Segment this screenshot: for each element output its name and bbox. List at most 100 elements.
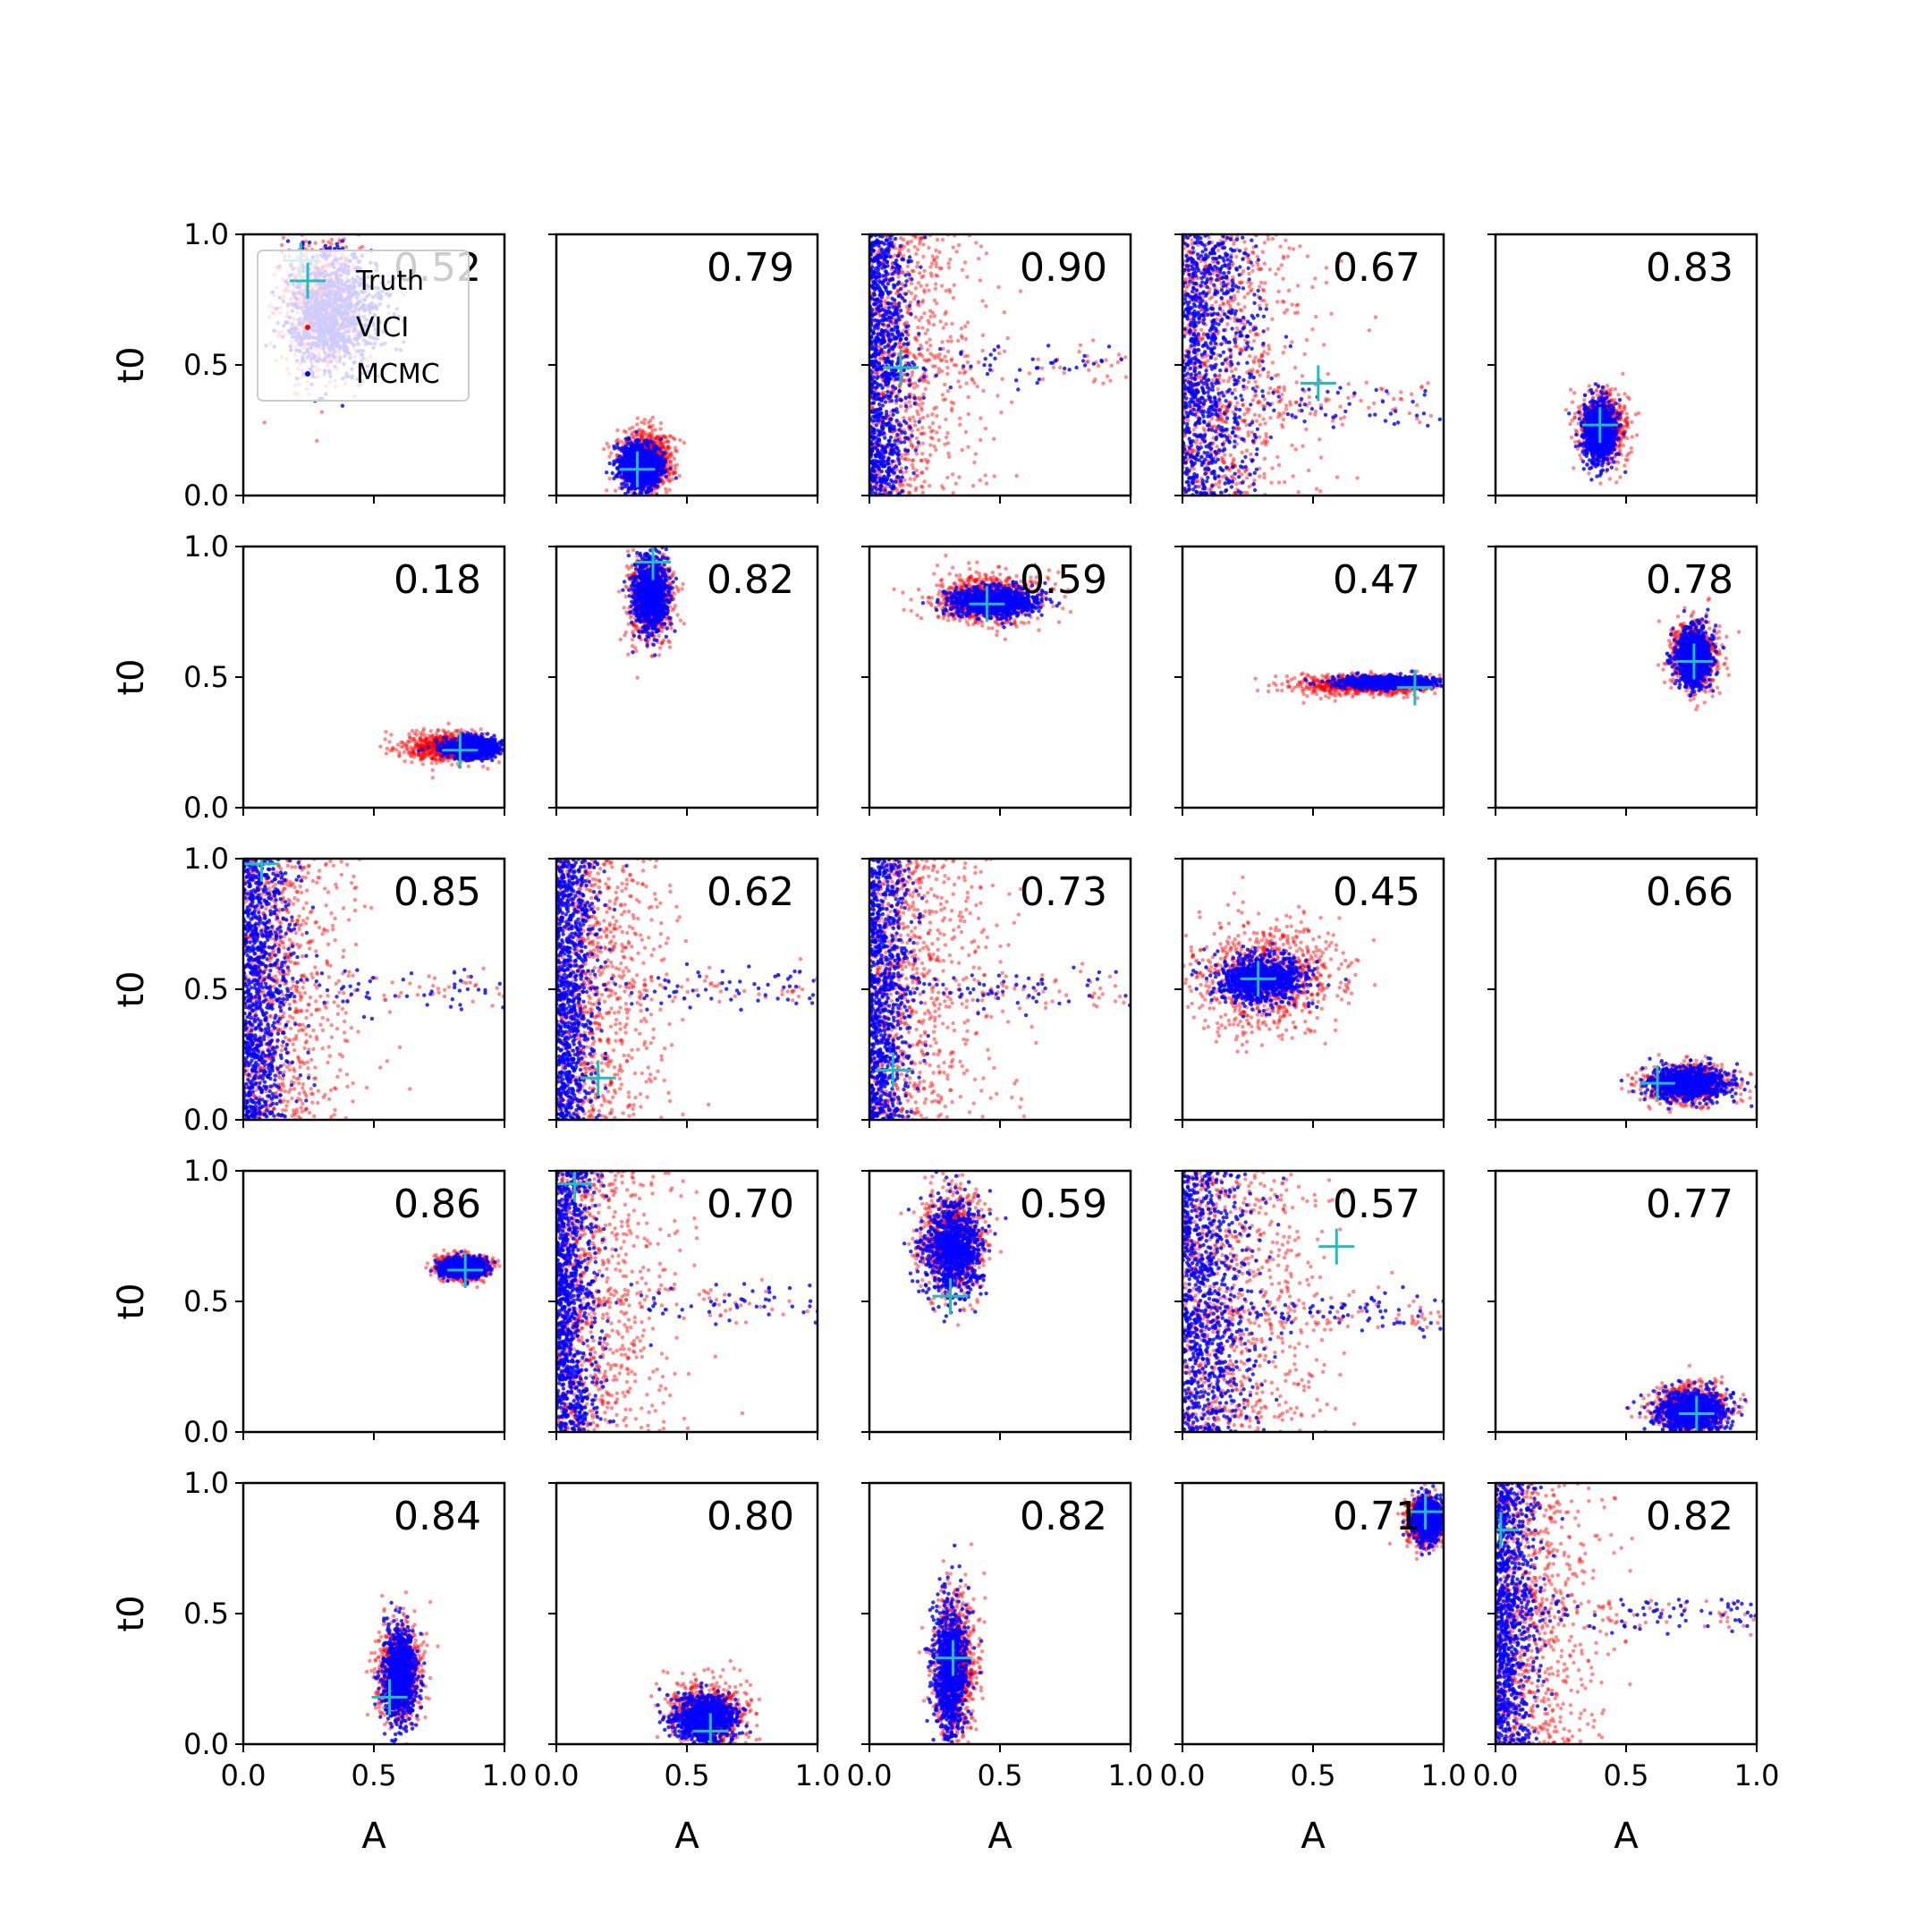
mcmc-series-point [910,444,914,448]
vici-series-point [662,463,666,468]
mcmc-series-point [956,379,961,384]
vici-series-point [634,429,639,435]
mcmc-series-point [920,353,925,359]
vici-series-point [992,348,996,352]
mcmc-series-point [959,326,964,331]
mcmc-series-point [605,488,609,493]
mcmc-series-point [922,431,927,436]
vici-series-point [664,474,668,479]
mcmc-series-point [623,441,628,445]
vici-series-point [1119,357,1124,362]
mcmc-series-point [906,307,911,312]
mcmc-series-point [653,436,657,441]
mcmc-series-point [937,266,943,271]
vici-series-point [605,470,609,475]
mcmc-series-point [938,319,943,324]
vici-series-point [891,305,895,309]
mcmc-series-point [920,298,926,303]
vici-series-point [883,436,887,440]
mcmc-series-point [922,290,927,294]
mcmc-series-point [1039,366,1045,370]
mcmc-series-point [934,273,938,277]
mcmc-series-point [930,261,935,266]
vici-series-point [873,278,878,283]
vici-series-point [620,445,624,450]
mcmc-series-point [672,470,676,476]
mcmc-series-point [637,432,641,437]
vici-series-point [898,470,902,474]
mcmc-series-point [945,359,949,364]
mcmc-series-point [648,425,653,429]
vici-series-point [340,403,345,408]
mcmc-series-point [919,458,924,462]
mcmc-series-point [933,364,937,369]
mcmc-series-point [966,445,970,449]
mcmc-series-point [919,343,923,348]
mcmc-series-point [911,415,916,419]
mcmc-series-point [883,299,887,303]
mcmc-series-point [677,473,682,479]
mcmc-series-point [919,408,925,412]
vici-series-point [993,356,997,360]
mcmc-series-point [954,363,959,368]
mcmc-series-point [913,488,918,493]
mcmc-series-point [1087,368,1091,372]
mcmc-series-point [926,318,930,323]
mcmc-series-point [904,470,909,474]
mcmc-series-point [932,406,936,411]
mcmc-series-point [647,436,652,440]
vici-series-point [626,489,631,495]
vici-series-point [894,361,900,366]
mcmc-series-point [950,409,954,413]
mcmc-series-point [954,250,959,254]
mcmc-series-point [928,425,932,429]
vici-series-point [904,279,909,284]
mcmc-series-point [667,434,672,438]
vici-series-point [632,487,637,491]
mcmc-series-point [631,434,636,439]
mcmc-series-point [647,431,652,436]
mcmc-series-point [882,350,886,355]
mcmc-series-point [949,358,953,363]
mcmc-series-point [877,313,882,318]
mcmc-series-point [920,485,925,489]
vici-series-point [626,436,631,441]
mcmc-series-point [667,445,672,450]
mcmc-series-point [984,481,989,486]
mcmc-series-point [667,453,673,457]
mcmc-series-point [914,338,919,343]
y-tick-label: 0.0 [183,479,229,513]
mcmc-series-point [640,429,645,434]
mcmc-series-point [667,471,672,477]
vici-series-point [645,456,649,461]
mcmc-series-point [907,416,912,420]
mcmc-series-point [1002,310,1007,315]
mcmc-series-point [678,438,682,443]
mcmc-series-point [915,384,919,388]
mcmc-series-point [640,428,645,433]
mcmc-series-point [1014,473,1019,479]
mcmc-series-point [640,435,644,440]
mcmc-series-point [922,371,927,377]
mcmc-series-point [928,453,933,457]
mcmc-series-point [916,411,920,417]
mcmc-series-point [956,338,961,343]
vici-series-point [902,440,907,445]
mcmc-series-point [922,288,927,292]
mcmc-series-point [901,269,905,275]
mcmc-series-point [972,460,977,465]
vici-series [869,234,1124,496]
mcmc-series-point [964,381,969,386]
vici-series-point [645,440,649,445]
mcmc-series-point [658,441,663,445]
mcmc-series-point [313,241,318,245]
mcmc-series-point [653,428,657,432]
vici-series-point [899,479,903,483]
mcmc-series-point [1109,363,1114,368]
vici-series-point [876,326,880,330]
vici-series-point [623,454,628,459]
mcmc-series-point [915,395,919,401]
vici-series-point [615,458,620,462]
mcmc-series-point [1091,338,1096,343]
vici-series-point [959,352,963,356]
